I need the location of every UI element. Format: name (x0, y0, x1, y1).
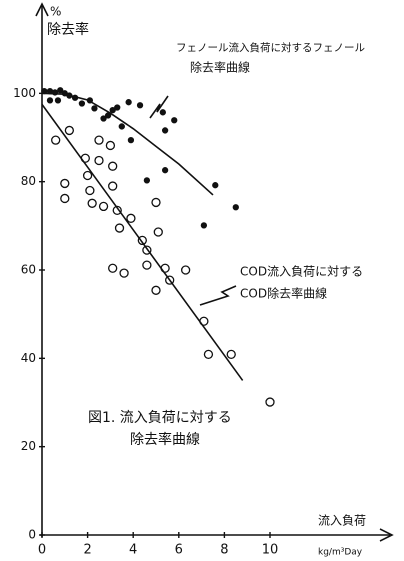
y-label: 除去率 (47, 21, 89, 38)
filled-point (144, 178, 149, 183)
filled-point (115, 105, 120, 110)
open-point (143, 261, 151, 269)
y-tick-label: 60 (21, 263, 36, 277)
filled-point (47, 98, 52, 103)
x-tick-label: 0 (38, 543, 46, 558)
x-tick-label: 6 (175, 543, 183, 558)
open-point (95, 136, 103, 144)
open-point (61, 179, 69, 187)
filled-point (67, 93, 72, 98)
open-point (100, 202, 108, 210)
y-tick-label: 40 (21, 351, 36, 365)
x-unit: kg/m³Day (318, 548, 363, 558)
filled-point (172, 118, 177, 123)
open-point (65, 126, 73, 134)
filled-point (128, 138, 133, 143)
open-point (88, 199, 96, 207)
open-point (52, 136, 60, 144)
trend-curve (42, 93, 213, 195)
filled-point (213, 183, 218, 188)
x-tick-label: 2 (83, 543, 91, 558)
figure-caption: 図1. 流入負荷に対する (88, 410, 232, 426)
open-point (127, 214, 135, 222)
x-tick-label: 8 (220, 543, 228, 558)
filled-point (52, 90, 57, 95)
y-tick-label: 20 (21, 439, 36, 453)
annotation: フェノール流入負荷に対するフェノール (176, 41, 365, 54)
open-point (161, 264, 169, 272)
open-point (81, 154, 89, 162)
filled-point (92, 106, 97, 111)
open-point (86, 187, 94, 195)
open-point (109, 182, 117, 190)
open-point (106, 141, 114, 149)
filled-point (233, 205, 238, 210)
filled-point (163, 168, 168, 173)
filled-point (73, 95, 78, 100)
annotation: 除去率曲線 (190, 60, 250, 75)
y-label: % (50, 5, 61, 19)
annotation: COD流入負荷に対する (240, 265, 363, 279)
open-point (266, 398, 274, 406)
open-point (109, 264, 117, 272)
open-point (200, 317, 208, 325)
filled-point (138, 103, 143, 108)
filled-point (126, 100, 131, 105)
x-tick-label: 4 (129, 543, 137, 558)
annotation: COD除去率曲線 (240, 286, 327, 301)
filled-point (201, 223, 206, 228)
x-label: 流入負荷 (318, 514, 366, 528)
phenol-pointer (150, 96, 168, 118)
x-tick-label: 10 (262, 543, 279, 558)
filled-point (119, 124, 124, 129)
filled-point (47, 89, 52, 94)
cod-pointer (200, 286, 236, 305)
figure-caption: 除去率曲線 (130, 431, 200, 448)
open-point (227, 350, 235, 358)
open-point (152, 198, 160, 206)
open-point (109, 162, 117, 170)
chart: % 除去率 流入負荷 kg/m³Day フェノール流入負荷に対するフェノール 除… (0, 0, 404, 561)
open-point (116, 224, 124, 232)
y-tick-label: 80 (21, 174, 36, 188)
filled-point (42, 89, 47, 94)
filled-point (79, 101, 84, 106)
filled-point (87, 98, 92, 103)
filled-point (163, 128, 168, 133)
filled-point (55, 98, 60, 103)
open-point (61, 194, 69, 202)
y-tick-label: 0 (28, 528, 36, 542)
filled-point (160, 110, 165, 115)
open-point (152, 286, 160, 294)
open-point (84, 171, 92, 179)
open-point (204, 350, 212, 358)
trend-curve (42, 104, 243, 380)
filled-point (106, 113, 111, 118)
open-point (95, 156, 103, 164)
open-point (120, 269, 128, 277)
y-tick-label: 100 (13, 86, 36, 100)
open-point (182, 266, 190, 274)
open-point (154, 228, 162, 236)
